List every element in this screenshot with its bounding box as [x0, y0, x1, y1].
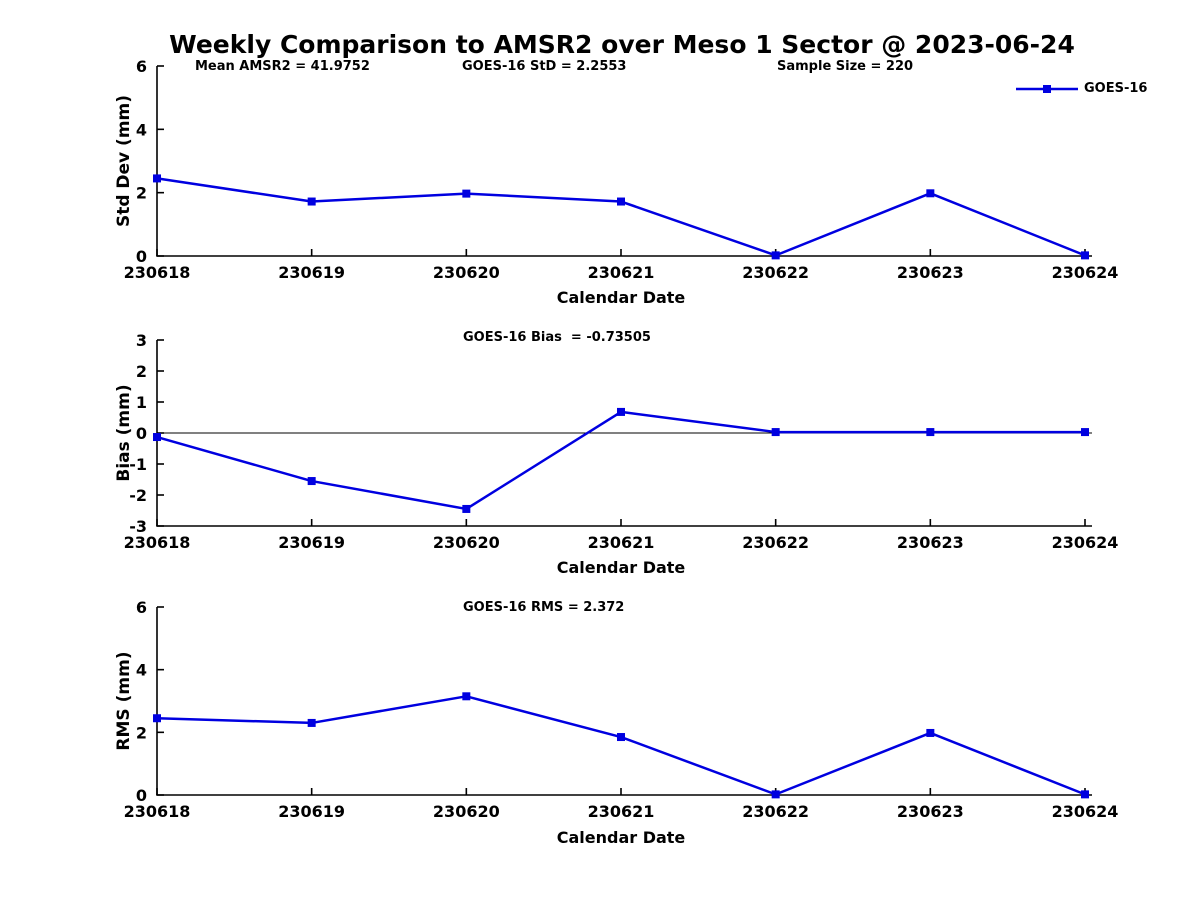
x-tick-label: 230619: [278, 263, 345, 282]
data-point-marker: [153, 174, 161, 183]
data-point-marker: [1081, 428, 1089, 437]
x-axis-label-rms: Calendar Date: [556, 828, 686, 847]
y-axis-label-stddev: Std Dev (mm): [114, 94, 134, 228]
data-point-marker: [771, 790, 780, 799]
x-tick-label: 230619: [278, 533, 345, 552]
legend-marker-sample: [1043, 85, 1051, 93]
data-point-marker: [153, 714, 161, 723]
y-tick-label: 0: [136, 424, 147, 443]
x-tick-label: 230620: [433, 533, 500, 552]
x-tick-label: 230624: [1052, 802, 1119, 821]
y-tick-label: 6: [136, 598, 147, 617]
data-point-marker: [1081, 790, 1089, 799]
data-point-marker: [1081, 251, 1089, 260]
data-point-marker: [462, 504, 471, 513]
x-tick-label: 230624: [1052, 263, 1119, 282]
data-point-marker: [307, 718, 316, 727]
x-axis-label-bias: Calendar Date: [556, 558, 686, 577]
x-tick-label: 230622: [742, 533, 809, 552]
data-point-marker: [617, 197, 625, 206]
x-tick-label: 230621: [588, 533, 655, 552]
annotation-mean-amsr2: Mean AMSR2 = 41.9752: [195, 59, 370, 74]
annotation-goes16-rms: GOES-16 RMS = 2.372: [463, 600, 625, 615]
y-axis-label-bias: Bias (mm): [114, 384, 134, 482]
x-tick-label: 230619: [278, 802, 345, 821]
data-point-marker: [617, 733, 625, 742]
x-tick-label: 230620: [433, 263, 500, 282]
data-point-marker: [617, 407, 625, 416]
y-tick-label: 2: [136, 184, 147, 203]
data-point-marker: [771, 251, 780, 260]
y-tick-label: 4: [136, 661, 147, 680]
annotation-sample-size: Sample Size = 220: [777, 59, 914, 74]
x-tick-label: 230618: [124, 263, 191, 282]
data-point-marker: [462, 189, 471, 198]
x-tick-label: 230624: [1052, 533, 1119, 552]
y-tick-label: 4: [136, 120, 147, 139]
data-point-marker: [926, 189, 935, 198]
series-line-bias: [156, 410, 1085, 511]
y-tick-label: -3: [129, 517, 147, 536]
data-point-marker: [307, 197, 316, 206]
y-tick-label: 2: [136, 362, 147, 381]
y-tick-label: 0: [136, 786, 147, 805]
data-point-marker: [462, 692, 471, 701]
data-point-marker: [771, 428, 780, 437]
x-tick-label: 230622: [742, 263, 809, 282]
series-line-std-dev: [156, 177, 1086, 257]
data-point-marker: [307, 477, 316, 486]
y-axis-label-rms: RMS (mm): [114, 651, 134, 751]
x-tick-label: 230623: [897, 533, 964, 552]
y-tick-label: 3: [136, 331, 147, 350]
x-tick-label: 230618: [124, 802, 191, 821]
x-tick-label: 230621: [588, 263, 655, 282]
legend-label: GOES-16: [1084, 81, 1148, 96]
data-point-marker: [153, 433, 161, 442]
series-line-rms: [156, 695, 1086, 796]
data-point-marker: [926, 728, 935, 737]
x-tick-label: 230620: [433, 802, 500, 821]
annotation-goes16-bias: GOES-16 Bias = -0.73505: [463, 330, 651, 345]
figure-title: Weekly Comparison to AMSR2 over Meso 1 S…: [169, 30, 1075, 59]
data-point-marker: [926, 428, 935, 437]
x-tick-label: 230618: [124, 533, 191, 552]
x-tick-label: 230622: [742, 802, 809, 821]
x-tick-label: 230623: [897, 263, 964, 282]
y-tick-label: -2: [129, 486, 147, 505]
x-tick-label: 230621: [588, 802, 655, 821]
y-tick-label: 0: [136, 247, 147, 266]
y-tick-label: 2: [136, 723, 147, 742]
y-tick-label: 6: [136, 57, 147, 76]
x-tick-label: 230623: [897, 802, 964, 821]
annotation-goes16-std: GOES-16 StD = 2.2553: [462, 59, 627, 74]
y-tick-label: 1: [136, 393, 147, 412]
x-axis-label-stddev: Calendar Date: [556, 288, 686, 307]
y-tick-label: -1: [129, 455, 147, 474]
